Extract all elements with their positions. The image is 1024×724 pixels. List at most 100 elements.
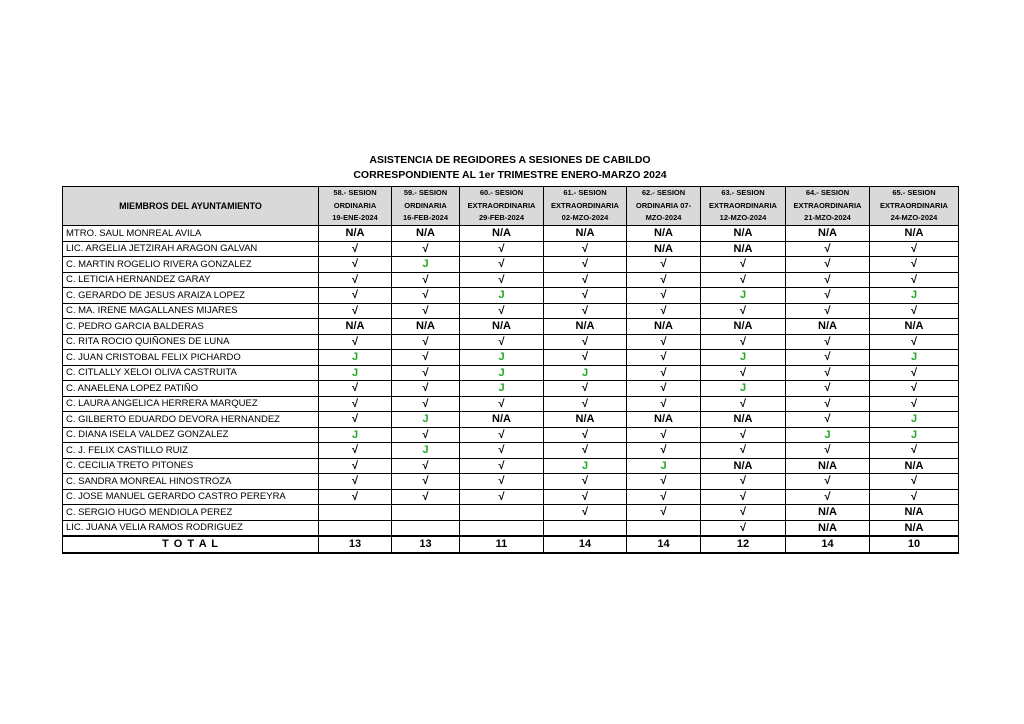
attendance-cell: √ — [869, 271, 959, 288]
attendance-cell: √ — [785, 287, 870, 304]
attendance-cell: √ — [543, 504, 627, 521]
attendance-cell: N/A — [700, 411, 786, 428]
attendance-cell — [459, 519, 544, 537]
attendance-cell: √ — [785, 349, 870, 366]
member-name: C. GERARDO DE JESUS ARAIZA LOPEZ — [62, 287, 319, 304]
session-header: 58.- SESION ORDINARIA 19-ENE-2024 — [318, 186, 392, 226]
header-line: EXTRAORDINARIA — [880, 200, 948, 210]
member-name: C. JUAN CRISTOBAL FELIX PICHARDO — [62, 349, 319, 366]
attendance-cell: √ — [459, 395, 544, 412]
attendance-cell: N/A — [785, 504, 870, 521]
member-row: C. LETICIA HERNANDEZ GARAY √ √ √ √ √ √ √ √ — [62, 271, 959, 288]
member-name: LIC. JUANA VELIA RAMOS RODRIGUEZ — [62, 519, 319, 537]
attendance-cell: N/A — [391, 225, 460, 242]
member-name: C. GILBERTO EDUARDO DEVORA HERNANDEZ — [62, 411, 319, 428]
attendance-cell: √ — [459, 473, 544, 490]
attendance-cell: N/A — [459, 411, 544, 428]
header-row: MIEMBROS DEL AYUNTAMIENTO 58.- SESION ORDI… — [62, 186, 959, 226]
attendance-cell: N/A — [785, 519, 870, 537]
attendance-cell: √ — [626, 488, 701, 505]
header-line: 24-MZO-2024 — [890, 213, 938, 223]
attendance-cell: √ — [543, 426, 627, 443]
header-line: 60.- SESION — [479, 188, 524, 198]
attendance-cell: J — [459, 287, 544, 304]
attendance-cell: J — [869, 349, 959, 366]
attendance-cell: N/A — [785, 318, 870, 335]
attendance-cell — [626, 519, 701, 537]
attendance-cell: √ — [459, 256, 544, 273]
attendance-cell: √ — [785, 395, 870, 412]
member-name: C. PEDRO GARCIA BALDERAS — [62, 318, 319, 335]
attendance-cell: √ — [869, 395, 959, 412]
attendance-cell: N/A — [318, 318, 392, 335]
header-line: EXTRAORDINARIA — [467, 200, 536, 210]
member-name: C. RITA ROCIO QUIÑONES DE LUNA — [62, 333, 319, 350]
attendance-cell: √ — [785, 488, 870, 505]
attendance-cell: N/A — [700, 240, 786, 257]
attendance-cell: √ — [543, 380, 627, 397]
attendance-cell: J — [543, 364, 627, 381]
attendance-cell: √ — [318, 488, 392, 505]
attendance-cell: √ — [785, 380, 870, 397]
attendance-cell: N/A — [785, 225, 870, 242]
attendance-cell: J — [785, 426, 870, 443]
attendance-cell: J — [391, 256, 460, 273]
member-name: MTRO. SAUL MONREAL AVILA — [62, 225, 319, 242]
attendance-cell: √ — [318, 271, 392, 288]
total-row: T O T A L 13 13 11 14 14 12 14 10 — [62, 535, 959, 554]
member-row: C. RITA ROCIO QUIÑONES DE LUNA √ √ √ √ √ √ √ √ — [62, 333, 959, 350]
attendance-cell: √ — [700, 333, 786, 350]
attendance-cell: √ — [700, 519, 786, 537]
attendance-cell: √ — [785, 333, 870, 350]
attendance-cell: J — [869, 426, 959, 443]
attendance-table: MIEMBROS DEL AYUNTAMIENTO 58.- SESION ORDI… — [62, 186, 959, 554]
header-line: MZO-2024 — [645, 213, 682, 223]
attendance-cell: √ — [626, 364, 701, 381]
attendance-cell: √ — [626, 426, 701, 443]
member-row: C. MARTIN ROGELIO RIVERA GONZALEZ √ J √ √ √ √ √… — [62, 256, 959, 273]
attendance-cell: N/A — [543, 225, 627, 242]
attendance-cell: √ — [626, 442, 701, 459]
member-row: LIC. ARGELIA JETZIRAH ARAGON GALVAN √ √ √ √ N… — [62, 240, 959, 257]
attendance-cell: √ — [869, 256, 959, 273]
attendance-cell — [543, 519, 627, 537]
attendance-cell: √ — [543, 488, 627, 505]
member-row: C. CITLALLY XELOI OLIVA CASTRUITA J √ J J √ √ √… — [62, 364, 959, 381]
attendance-cell: √ — [391, 271, 460, 288]
attendance-cell: N/A — [700, 457, 786, 474]
attendance-cell: √ — [700, 488, 786, 505]
attendance-cell: √ — [626, 473, 701, 490]
attendance-cell: N/A — [626, 240, 701, 257]
attendance-cell: √ — [785, 271, 870, 288]
header-line: 61.- SESION — [563, 188, 607, 198]
attendance-cell: N/A — [700, 318, 786, 335]
attendance-cell: J — [318, 364, 392, 381]
member-row: C. LAURA ANGELICA HERRERA MARQUEZ √ √ √ √ √ √ √… — [62, 395, 959, 412]
header-line: 21-MZO-2024 — [804, 213, 851, 223]
attendance-cell: N/A — [869, 457, 959, 474]
member-row: C. GILBERTO EDUARDO DEVORA HERNANDEZ √ J N/… — [62, 411, 959, 428]
attendance-cell: √ — [391, 287, 460, 304]
total-value: 11 — [459, 535, 544, 554]
attendance-cell: √ — [391, 457, 460, 474]
attendance-cell: √ — [700, 395, 786, 412]
attendance-cell: √ — [391, 364, 460, 381]
session-header: 65.- SESION EXTRAORDINARIA 24-MZO-2024 — [869, 186, 959, 226]
attendance-cell: √ — [785, 442, 870, 459]
attendance-cell: N/A — [869, 318, 959, 335]
attendance-cell: √ — [459, 457, 544, 474]
header-line: EXTRAORDINARIA — [793, 200, 862, 210]
attendance-cell: √ — [785, 240, 870, 257]
attendance-cell: √ — [543, 395, 627, 412]
header-line: 16-FEB-2024 — [402, 213, 449, 223]
attendance-cell: √ — [459, 302, 544, 319]
attendance-cell: N/A — [543, 411, 627, 428]
attendance-cell: √ — [391, 240, 460, 257]
attendance-cell: √ — [700, 256, 786, 273]
attendance-cell — [459, 504, 544, 521]
attendance-cell: √ — [391, 473, 460, 490]
attendance-cell: √ — [459, 333, 544, 350]
attendance-cell: √ — [700, 442, 786, 459]
attendance-cell: J — [869, 411, 959, 428]
